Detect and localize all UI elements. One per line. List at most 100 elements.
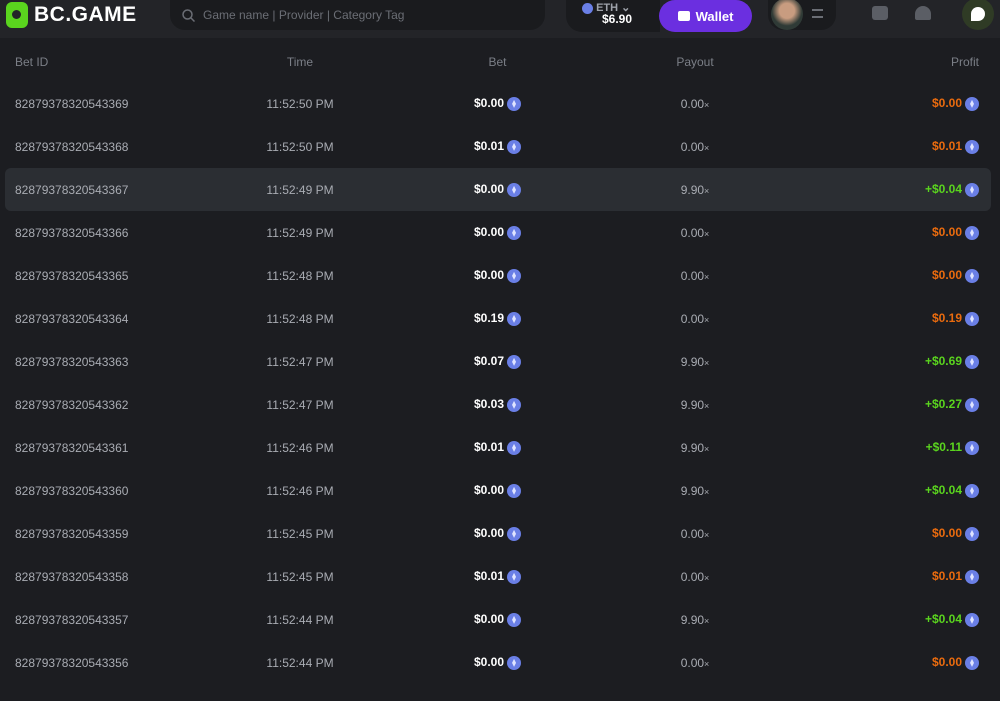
bet-value: $0.00 (473, 225, 505, 240)
bet-id[interactable]: 82879378320543367 (15, 182, 129, 197)
bet-amount: $0.00 (365, 182, 630, 197)
bet-amount: $0.19 (365, 311, 630, 326)
chat-button[interactable] (962, 0, 994, 30)
profit-value: $0.00 (931, 225, 962, 240)
payout: 9.90× (630, 441, 760, 455)
bet-id[interactable]: 82879378320543356 (15, 655, 129, 670)
payout-value: 9.90 (680, 397, 705, 412)
bet-time: 11:52:48 PM (266, 268, 334, 283)
table-row[interactable]: 82879378320543356 11:52:44 PM $0.00 0.00… (5, 641, 991, 684)
bet-value: $0.01 (473, 440, 505, 455)
table-row[interactable]: 82879378320543368 11:52:50 PM $0.01 0.00… (5, 125, 991, 168)
table-row[interactable]: 82879378320543367 11:52:49 PM $0.00 9.90… (5, 168, 991, 211)
profit-value: +$0.69 (924, 354, 962, 369)
bet-id[interactable]: 82879378320543363 (15, 354, 129, 369)
payout-value: 9.90 (680, 483, 705, 498)
bet-id[interactable]: 82879378320543360 (15, 483, 129, 498)
profit: $0.01 (760, 569, 991, 584)
search-box[interactable] (170, 0, 545, 30)
bet-id[interactable]: 82879378320543359 (15, 526, 129, 541)
table-row[interactable]: 82879378320543366 11:52:49 PM $0.00 0.00… (5, 211, 991, 254)
bet-amount: $0.00 (365, 268, 630, 283)
bet-amount: $0.00 (365, 526, 630, 541)
table-row[interactable]: 82879378320543365 11:52:48 PM $0.00 0.00… (5, 254, 991, 297)
bet-value: $0.03 (473, 397, 505, 412)
table-row[interactable]: 82879378320543369 11:52:50 PM $0.00 0.00… (5, 82, 991, 125)
eth-icon (965, 268, 979, 283)
payout-value: 9.90 (680, 612, 705, 627)
avatar[interactable] (771, 0, 803, 30)
bet-amount: $0.00 (365, 96, 630, 111)
eth-icon (507, 225, 522, 240)
multiplier-suffix: × (704, 357, 710, 368)
profit: +$0.11 (760, 440, 991, 455)
bet-value: $0.19 (473, 311, 505, 326)
payout: 0.00× (630, 312, 760, 326)
wallet-icon (677, 11, 690, 21)
payout-value: 0.00 (680, 96, 705, 111)
bet-value: $0.07 (473, 354, 505, 369)
eth-icon (965, 612, 979, 627)
wallet-button[interactable]: Wallet (659, 0, 752, 32)
table-row[interactable]: 82879378320543358 11:52:45 PM $0.01 0.00… (5, 555, 991, 598)
eth-icon (507, 526, 522, 541)
bet-value: $0.00 (473, 612, 505, 627)
bet-amount: $0.01 (365, 139, 630, 154)
bell-icon[interactable] (915, 6, 931, 20)
eth-icon (507, 397, 522, 412)
eth-icon (507, 440, 522, 455)
table-row[interactable]: 82879378320543360 11:52:46 PM $0.00 9.90… (5, 469, 991, 512)
payout: 9.90× (630, 613, 760, 627)
payout: 0.00× (630, 656, 760, 670)
eth-icon (507, 139, 522, 154)
payout-value: 0.00 (680, 526, 705, 541)
eth-icon (507, 96, 522, 111)
payout-value: 9.90 (680, 440, 705, 455)
bet-id[interactable]: 82879378320543357 (15, 612, 129, 627)
table-row[interactable]: 82879378320543363 11:52:47 PM $0.07 9.90… (5, 340, 991, 383)
bet-value: $0.00 (473, 96, 505, 111)
bet-id[interactable]: 82879378320543368 (15, 139, 129, 154)
bet-time: 11:52:45 PM (266, 526, 334, 541)
profit: $0.01 (760, 139, 991, 154)
bet-amount: $0.00 (365, 655, 630, 670)
bet-id[interactable]: 82879378320543369 (15, 96, 129, 111)
search-input[interactable] (203, 8, 523, 22)
column-header: Payout (676, 55, 714, 69)
bet-id[interactable]: 82879378320543364 (15, 311, 129, 326)
mail-icon[interactable] (872, 6, 888, 20)
eth-icon (507, 311, 522, 326)
bet-time: 11:52:48 PM (266, 311, 334, 326)
table-row[interactable]: 82879378320543361 11:52:46 PM $0.01 9.90… (5, 426, 991, 469)
currency-selector[interactable]: ETH ⌄ $6.90 (566, 0, 660, 32)
multiplier-suffix: × (704, 271, 710, 282)
table-row[interactable]: 82879378320543364 11:52:48 PM $0.19 0.00… (5, 297, 991, 340)
payout: 0.00× (630, 269, 760, 283)
column-header: Bet ID (15, 55, 49, 69)
table-row[interactable]: 82879378320543359 11:52:45 PM $0.00 0.00… (5, 512, 991, 555)
bet-id[interactable]: 82879378320543362 (15, 397, 129, 412)
table-row[interactable]: 82879378320543362 11:52:47 PM $0.03 9.90… (5, 383, 991, 426)
column-header: Profit (950, 55, 979, 69)
bet-time: 11:52:49 PM (266, 225, 334, 240)
bet-id[interactable]: 82879378320543358 (15, 569, 129, 584)
multiplier-suffix: × (704, 400, 710, 411)
payout: 9.90× (630, 484, 760, 498)
bet-value: $0.00 (473, 655, 505, 670)
bet-amount: $0.00 (365, 483, 630, 498)
profit: $0.00 (760, 225, 991, 240)
eth-icon (507, 483, 522, 498)
menu-icon[interactable] (812, 9, 823, 18)
bet-id[interactable]: 82879378320543365 (15, 268, 129, 283)
table-row[interactable]: 82879378320543357 11:52:44 PM $0.00 9.90… (5, 598, 991, 641)
eth-icon (965, 354, 979, 369)
payout-value: 9.90 (680, 182, 705, 197)
bet-id[interactable]: 82879378320543361 (15, 440, 129, 455)
bet-value: $0.00 (473, 483, 505, 498)
bet-id[interactable]: 82879378320543366 (15, 225, 129, 240)
bet-time: 11:52:45 PM (266, 569, 334, 584)
profit: +$0.27 (760, 397, 991, 412)
top-bar: BC.GAME ETH ⌄ $6.90 Wallet (0, 0, 1000, 38)
logo[interactable]: BC.GAME (6, 0, 137, 30)
user-menu[interactable] (768, 0, 836, 30)
